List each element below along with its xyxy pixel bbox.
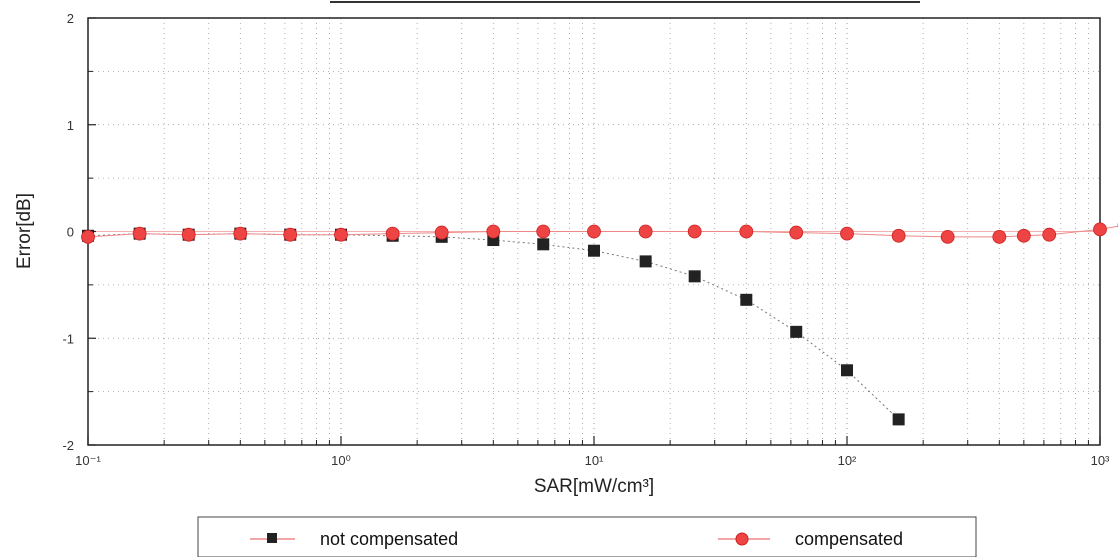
y-tick-label: 2 xyxy=(67,11,74,26)
series-line-compensated xyxy=(87,225,1118,238)
data-point-compensated xyxy=(992,229,1007,244)
data-point-not-compensated xyxy=(790,325,803,338)
series-lines xyxy=(87,225,1118,420)
series-marks xyxy=(81,222,1118,426)
y-tick-label: -2 xyxy=(62,438,74,453)
x-axis-label: SAR[mW/cm³] xyxy=(534,476,654,497)
data-point-compensated xyxy=(132,226,147,241)
data-point-compensated xyxy=(940,229,955,244)
y-tick-label: 1 xyxy=(67,118,74,133)
data-point-not-compensated xyxy=(892,413,905,426)
data-point-compensated xyxy=(181,227,196,242)
data-point-compensated xyxy=(486,224,501,239)
data-point-not-compensated xyxy=(688,270,701,283)
data-point-not-compensated xyxy=(841,364,853,377)
legend-frame xyxy=(197,516,977,557)
data-point-compensated xyxy=(638,224,653,239)
data-point-compensated xyxy=(385,226,400,241)
data-point-compensated xyxy=(891,228,906,243)
data-point-compensated xyxy=(587,224,601,239)
data-point-compensated xyxy=(687,224,702,239)
data-point-compensated xyxy=(1042,227,1057,242)
data-point-compensated xyxy=(536,224,551,239)
data-point-compensated xyxy=(840,226,854,241)
data-point-compensated xyxy=(1016,228,1031,243)
legend-label-compensated: compensated xyxy=(795,529,903,549)
data-point-not-compensated xyxy=(740,293,753,306)
data-point-compensated xyxy=(1093,222,1107,237)
data-point-compensated xyxy=(334,227,348,242)
data-point-compensated xyxy=(81,229,95,244)
legend-label-not-compensated: not compensated xyxy=(320,529,458,549)
x-tick-label: 10⁻¹ xyxy=(75,453,101,468)
x-axis-ticks: 10⁻¹ 10⁰ 10¹ 10² 10³ xyxy=(75,436,1110,468)
data-point-not-compensated xyxy=(537,238,550,251)
data-point-compensated xyxy=(434,225,449,240)
data-point-not-compensated xyxy=(588,244,600,257)
data-point-compensated xyxy=(739,224,754,239)
x-tick-label: 10² xyxy=(838,453,857,468)
y-tick-label: 0 xyxy=(67,225,74,240)
legend: not compensated compensated xyxy=(197,516,977,557)
data-point-compensated xyxy=(789,225,804,240)
legend-marker-compensated xyxy=(735,532,749,546)
y-axis-ticks: -2 -1 0 1 2 xyxy=(62,11,96,453)
x-tick-label: 10¹ xyxy=(585,453,604,468)
y-tick-label: -1 xyxy=(62,331,74,346)
y-axis-label: Error[dB] xyxy=(14,193,35,269)
data-point-compensated xyxy=(233,226,248,241)
x-tick-label: 10⁰ xyxy=(331,453,351,468)
legend-marker-not-compensated xyxy=(267,533,277,543)
x-tick-label: 10³ xyxy=(1091,453,1110,468)
data-point-not-compensated xyxy=(639,255,652,268)
data-point-compensated xyxy=(283,227,298,242)
